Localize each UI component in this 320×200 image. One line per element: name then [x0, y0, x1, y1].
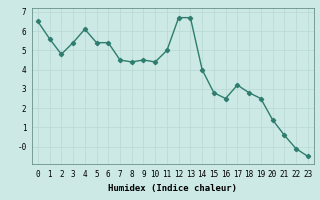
X-axis label: Humidex (Indice chaleur): Humidex (Indice chaleur): [108, 184, 237, 193]
